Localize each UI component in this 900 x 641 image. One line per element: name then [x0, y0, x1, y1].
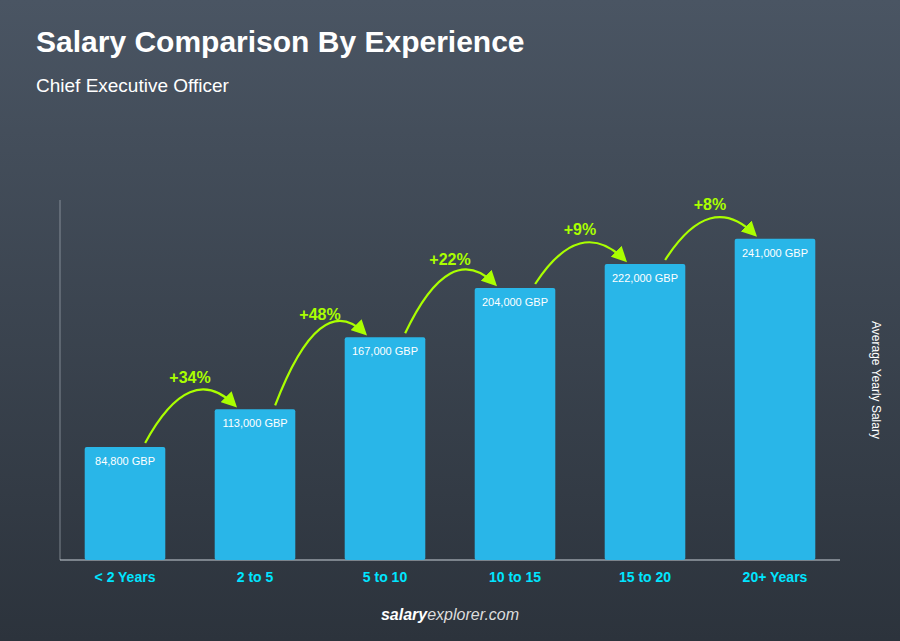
bars	[85, 239, 816, 560]
change-arrow	[535, 242, 625, 284]
x-axis-line	[60, 560, 840, 561]
bar	[735, 239, 816, 560]
category-label: 20+ Years	[743, 569, 808, 585]
change-label: +34%	[169, 369, 210, 386]
category-label: 2 to 5	[237, 569, 274, 585]
change-arrow	[275, 321, 365, 406]
bar	[475, 288, 556, 560]
bar	[605, 264, 686, 560]
category-label: < 2 Years	[95, 569, 156, 585]
category-label: 5 to 10	[363, 569, 408, 585]
change-arrow	[405, 269, 495, 333]
subtitle: Chief Executive Officer	[36, 75, 230, 96]
change-label: +22%	[429, 251, 470, 268]
chart: Salary Comparison By Experience Chief Exe…	[0, 0, 900, 641]
background	[0, 0, 900, 641]
footer-rest: explorer.com	[427, 606, 519, 623]
change-arrow	[665, 217, 755, 260]
bar	[215, 409, 296, 560]
category-label: 10 to 15	[489, 569, 541, 585]
bar	[85, 447, 166, 560]
footer: salaryexplorer.com	[381, 606, 519, 623]
y-axis-line	[60, 200, 61, 560]
value-label: 204,000 GBP	[482, 296, 548, 308]
change-label: +8%	[694, 196, 726, 213]
value-label: 113,000 GBP	[222, 417, 287, 429]
bar	[345, 337, 426, 560]
change-arrow	[145, 389, 235, 442]
category-label: 15 to 20	[619, 569, 671, 585]
value-label: 241,000 GBP	[742, 247, 808, 259]
y-axis-label: Average Yearly Salary	[869, 321, 883, 439]
title: Salary Comparison By Experience	[36, 25, 525, 58]
change-label: +48%	[299, 306, 340, 323]
value-label: 167,000 GBP	[352, 345, 418, 357]
value-label: 222,000 GBP	[612, 272, 678, 284]
change-label: +9%	[564, 221, 596, 238]
footer-bold: salary	[381, 606, 428, 623]
value-label: 84,800 GBP	[95, 455, 155, 467]
